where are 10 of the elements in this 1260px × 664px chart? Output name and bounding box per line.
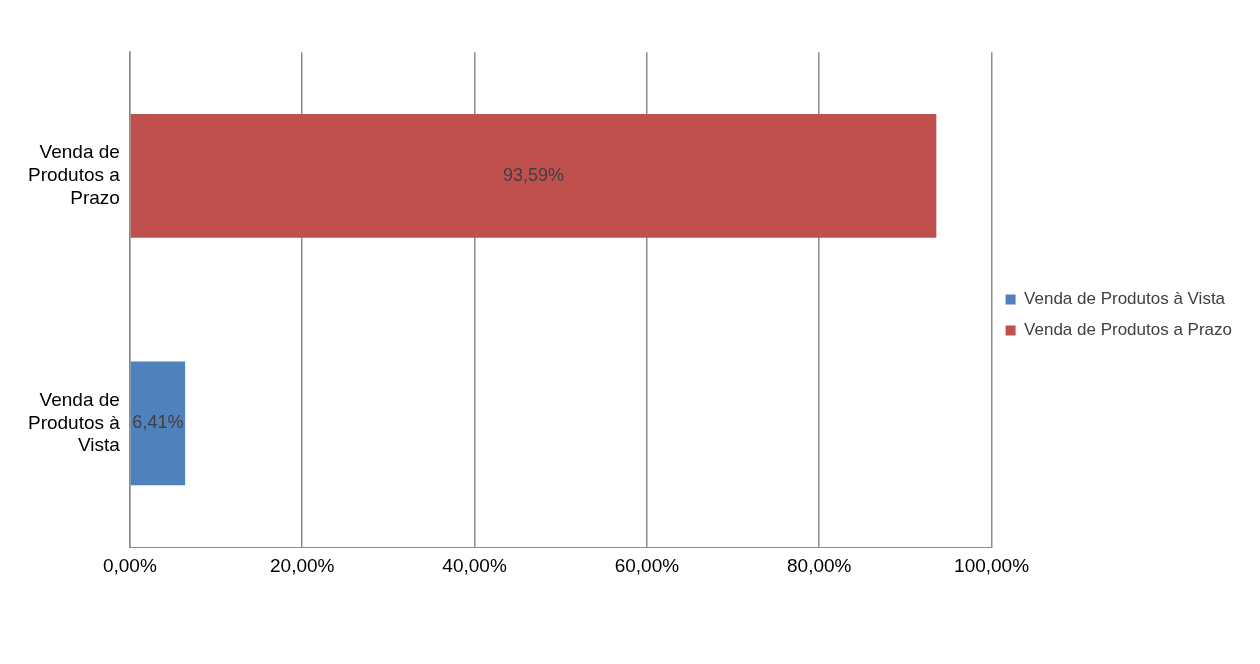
- x-tick-label: 40,00%: [442, 554, 507, 576]
- legend-label: Venda de Produtos à Vista: [1024, 289, 1226, 309]
- x-tick-label: 0,00%: [102, 554, 157, 576]
- x-tick-label: 60,00%: [614, 554, 680, 576]
- x-tick-label: 20,00%: [270, 554, 335, 576]
- data-label: 6,41%: [132, 412, 184, 433]
- x-tick-label: 100,00%: [954, 554, 1030, 576]
- x-tick-label: 80,00%: [787, 554, 852, 576]
- legend-label: Venda de Produtos a Prazo: [1024, 320, 1233, 340]
- data-label: 93,59%: [502, 164, 565, 185]
